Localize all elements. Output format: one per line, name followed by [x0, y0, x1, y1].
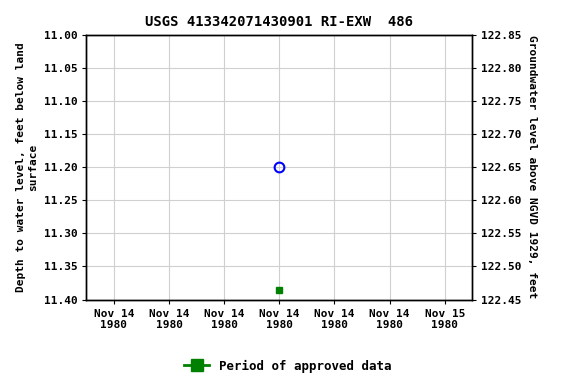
- Title: USGS 413342071430901 RI-EXW  486: USGS 413342071430901 RI-EXW 486: [145, 15, 414, 29]
- Legend: Period of approved data: Period of approved data: [179, 355, 397, 378]
- Y-axis label: Groundwater level above NGVD 1929, feet: Groundwater level above NGVD 1929, feet: [528, 35, 537, 299]
- Y-axis label: Depth to water level, feet below land
surface: Depth to water level, feet below land su…: [17, 42, 38, 292]
